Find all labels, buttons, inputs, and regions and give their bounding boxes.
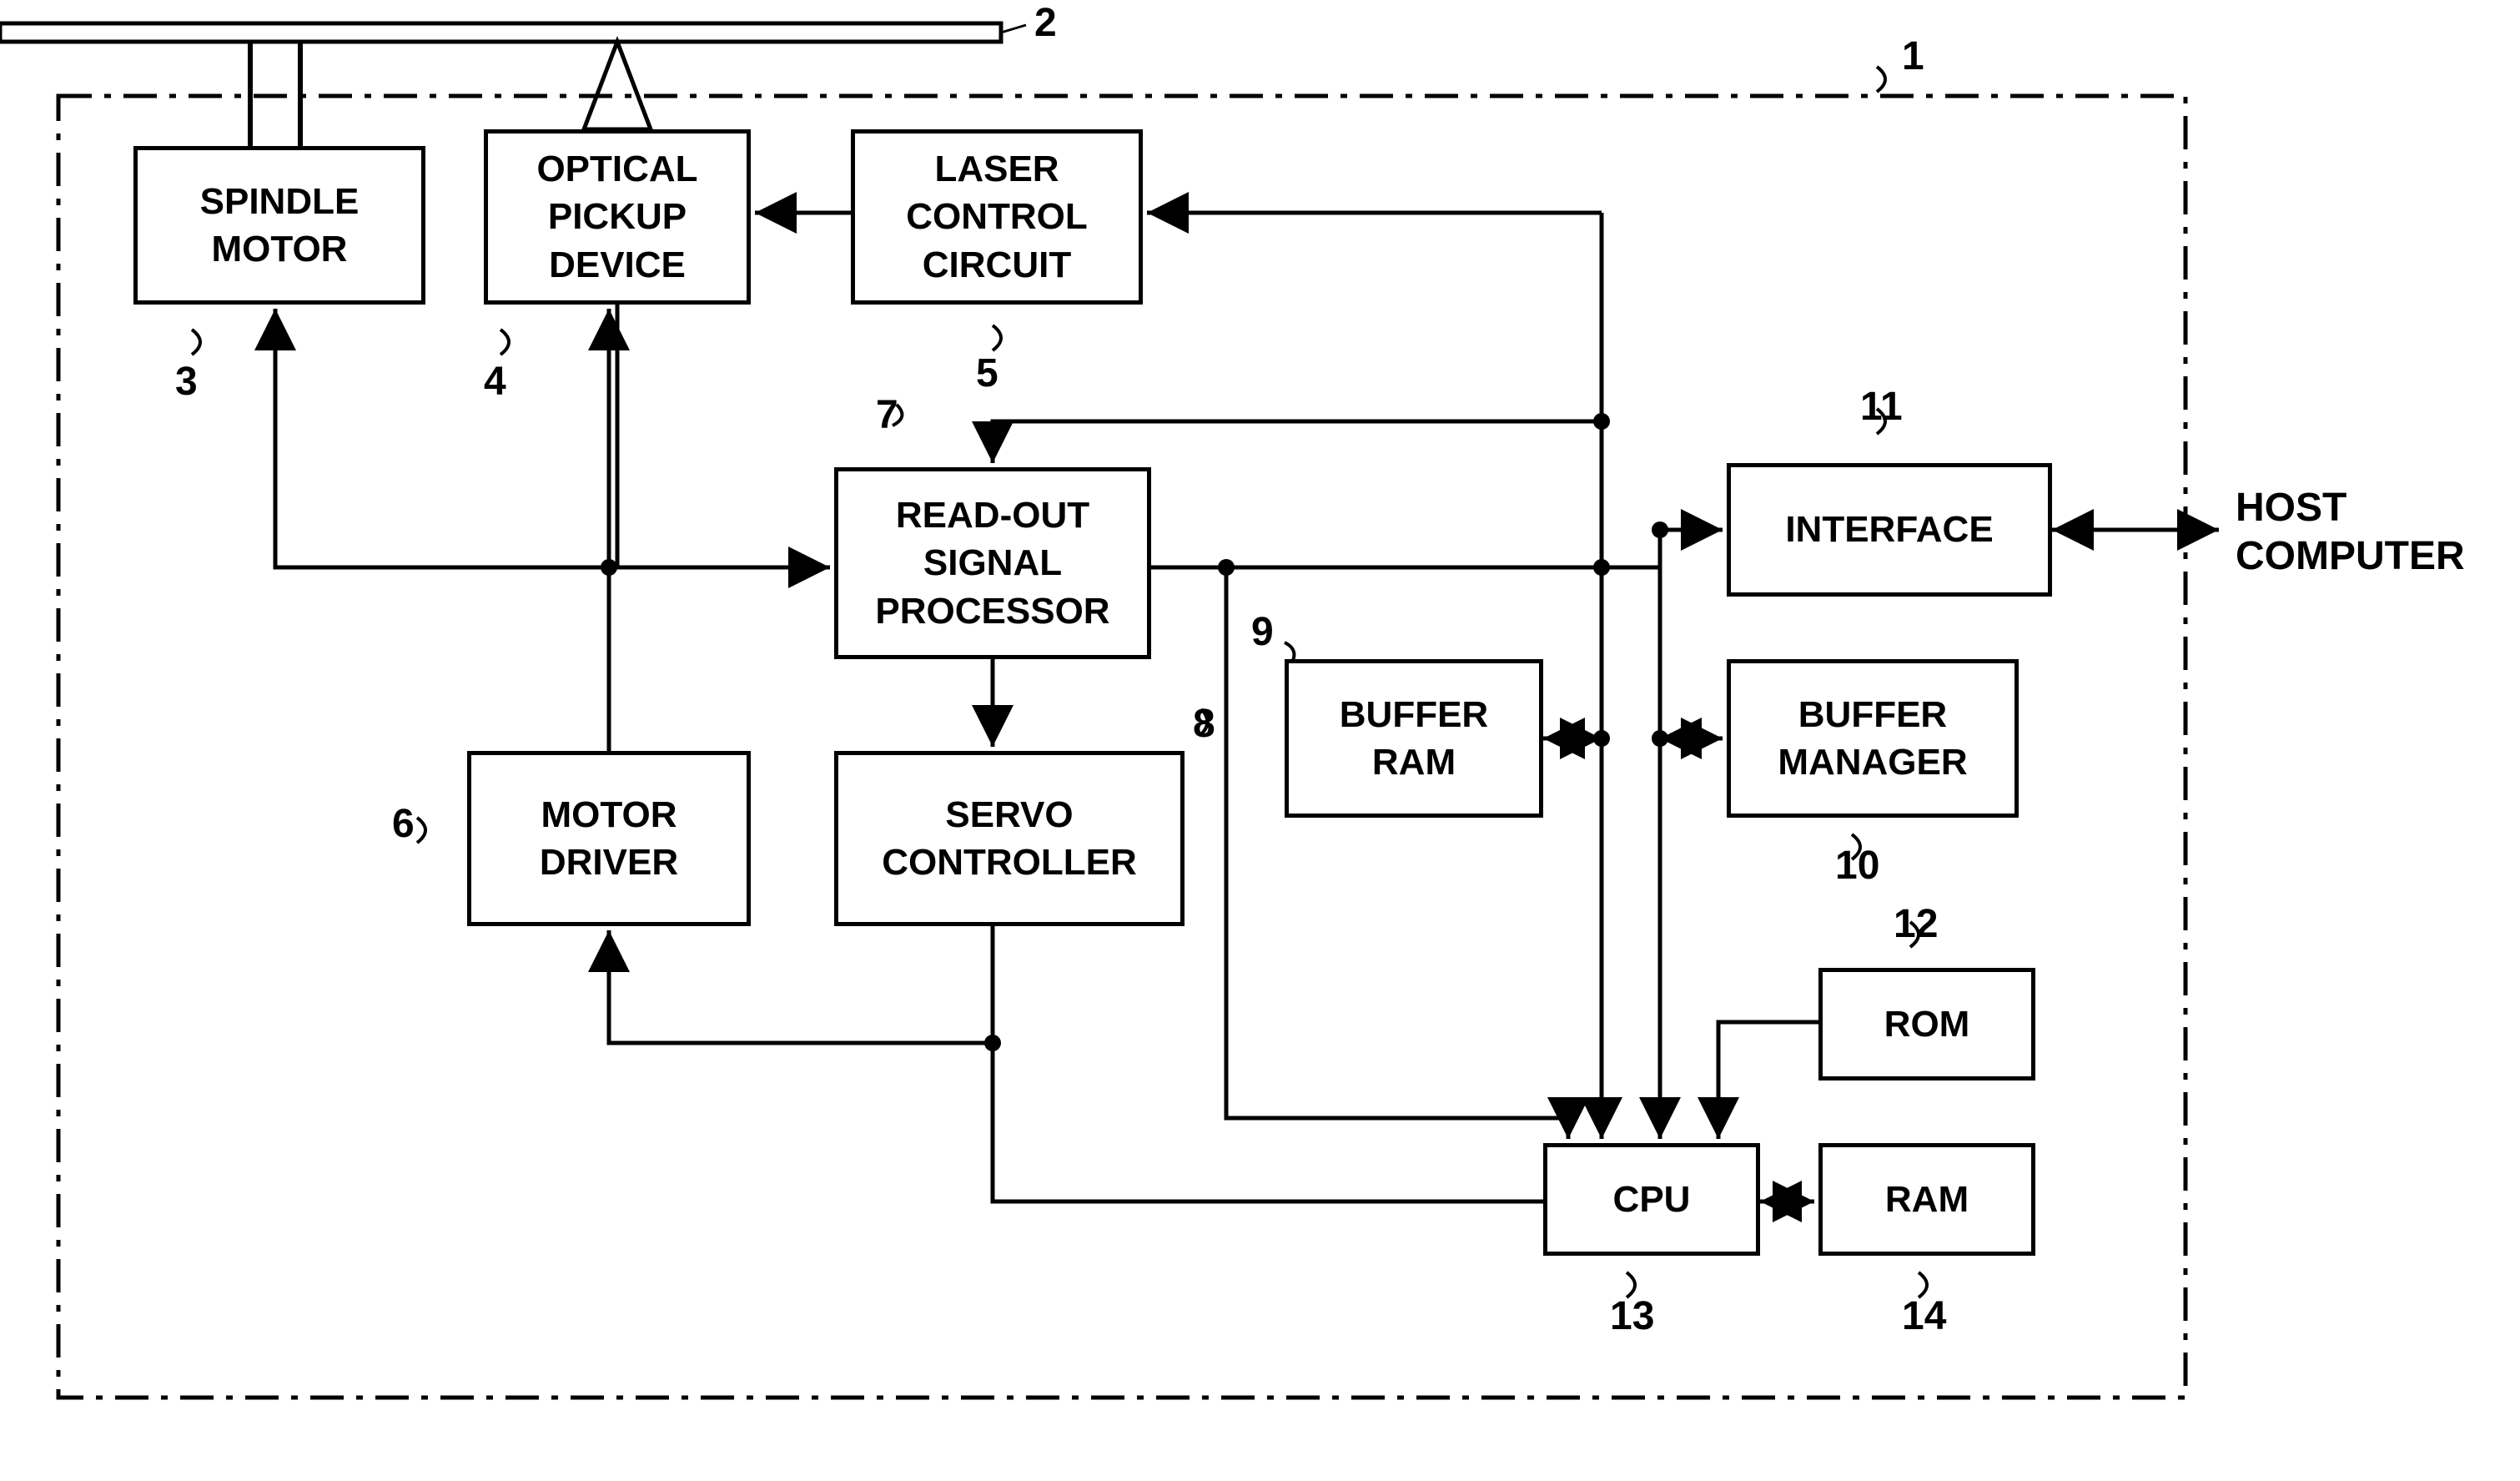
- block-label: CPU: [1613, 1176, 1691, 1223]
- ref-label: 10: [1835, 843, 1879, 889]
- ref-label: 9: [1251, 609, 1274, 655]
- buffer-manager-block: BUFFERMANAGER: [1727, 659, 2019, 818]
- rom-block: ROM: [1818, 968, 2035, 1081]
- block-label: ROM: [1884, 1000, 1970, 1048]
- block-label: INTERFACE: [1785, 506, 1993, 553]
- block-label: SERVOCONTROLLER: [882, 791, 1137, 886]
- disc-ref-label: 2: [1034, 0, 1057, 46]
- ref-label: 14: [1902, 1293, 1946, 1339]
- ref-label: 11: [1860, 384, 1903, 430]
- ref-label: 12: [1894, 901, 1938, 947]
- ref-label: 7: [876, 392, 898, 438]
- block-label: READ-OUTSIGNALPROCESSOR: [875, 491, 1109, 635]
- block-label: LASERCONTROLCIRCUIT: [906, 145, 1088, 289]
- ref-label: 3: [175, 359, 198, 405]
- interface-block: INTERFACE: [1727, 463, 2052, 597]
- ref-label: 6: [392, 801, 415, 847]
- block-label: BUFFERRAM: [1340, 691, 1488, 786]
- system-ref-label: 1: [1902, 33, 1924, 79]
- block-label: BUFFERMANAGER: [1778, 691, 1967, 786]
- ref-label: 4: [484, 359, 506, 405]
- block-label: RAM: [1885, 1176, 1969, 1223]
- ref-label: 8: [1193, 701, 1215, 747]
- spindle-motor-block: SPINDLEMOTOR: [133, 146, 425, 305]
- optical-pickup-block: OPTICALPICKUPDEVICE: [484, 129, 751, 305]
- motor-driver-block: MOTORDRIVER: [467, 751, 751, 926]
- block-label: OPTICALPICKUPDEVICE: [536, 145, 697, 289]
- ram-block: RAM: [1818, 1143, 2035, 1256]
- block-label: MOTORDRIVER: [540, 791, 678, 886]
- block-diagram: SPINDLEMOTOR OPTICALPICKUPDEVICE LASERCO…: [0, 0, 2520, 1481]
- readout-processor-block: READ-OUTSIGNALPROCESSOR: [834, 467, 1151, 659]
- laser-control-block: LASERCONTROLCIRCUIT: [851, 129, 1143, 305]
- servo-controller-block: SERVOCONTROLLER: [834, 751, 1185, 926]
- host-computer-label: HOSTCOMPUTER: [2236, 484, 2465, 580]
- buffer-ram-block: BUFFERRAM: [1285, 659, 1543, 818]
- ref-label: 13: [1610, 1293, 1654, 1339]
- ref-label: 5: [976, 350, 998, 396]
- block-label: SPINDLEMOTOR: [200, 178, 360, 273]
- cpu-block: CPU: [1543, 1143, 1760, 1256]
